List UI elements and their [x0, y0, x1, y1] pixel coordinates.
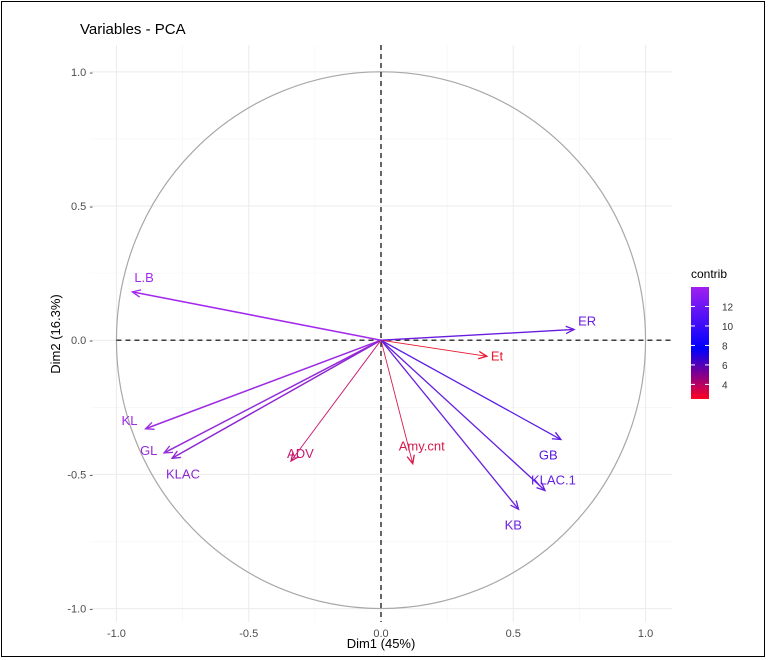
arrow-head-L.B	[130, 289, 142, 298]
variable-label-KL: KL	[122, 413, 138, 428]
variable-label-L.B: L.B	[134, 270, 154, 285]
arrow-shaft-ADV	[290, 339, 382, 462]
arrow-head-Amy.cnt	[406, 454, 415, 466]
legend-tick-label: 10	[722, 322, 734, 333]
arrow-head-Et	[477, 350, 489, 360]
legend-tick-label: 4	[722, 380, 728, 391]
arrow-head-ADV	[290, 452, 300, 463]
y-tick-label: 1.0 -	[71, 67, 93, 79]
reference-lines-layer	[116, 45, 672, 622]
x-tick-label: -1.0	[107, 628, 126, 640]
arrow-head-GL	[162, 445, 174, 454]
y-tick-label: -1.0 -	[67, 604, 93, 616]
arrow-head-KLAC.1	[536, 481, 547, 492]
arrow-shaft-KLAC	[171, 339, 382, 459]
legend-ticks: 4 6 8 10 12	[691, 302, 734, 391]
variable-label-GB: GB	[539, 448, 558, 463]
variable-label-ADV: ADV	[287, 446, 314, 461]
arrow-shaft-L.B	[132, 291, 382, 341]
arrow-head-GB	[551, 431, 563, 441]
arrow-shaft-KLAC.1	[380, 339, 546, 491]
arrow-shaft-GB	[380, 339, 562, 441]
variable-arrows-layer	[130, 289, 576, 511]
legend-tick-label: 6	[722, 361, 728, 372]
y-axis-title: Dim2 (16.3%)	[48, 294, 63, 373]
arrow-head-KLAC	[170, 450, 182, 460]
legend-title: contrib	[691, 267, 727, 281]
arrow-head-KL	[144, 421, 155, 430]
variable-label-KB: KB	[505, 517, 522, 532]
contrib-legend: contrib 4 6 8 10 12	[691, 267, 734, 399]
variable-label-Et: Et	[491, 348, 504, 363]
arrow-head-ER	[565, 325, 576, 335]
legend-tick-label: 12	[722, 302, 734, 313]
arrow-shaft-Et	[380, 339, 487, 357]
x-tick-label: -0.5	[239, 628, 258, 640]
y-tick-label: 0.0 -	[71, 335, 93, 347]
x-tick-label: 0.5	[506, 628, 521, 640]
chart-title: Variables - PCA	[80, 21, 186, 38]
arrow-shaft-KL	[145, 339, 382, 430]
arrow-shaft-KB	[380, 339, 520, 510]
x-axis-title: Dim1 (45%)	[347, 636, 416, 651]
variable-label-KLAC.1: KLAC.1	[531, 472, 576, 487]
legend-tick-label: 8	[722, 341, 728, 352]
variable-label-GL: GL	[140, 443, 157, 458]
x-tick-label: 0.0	[373, 628, 388, 640]
arrow-shaft-Amy.cnt	[380, 340, 414, 464]
arrow-shaft-ER	[380, 328, 575, 341]
x-tick-label: 1.0	[638, 628, 653, 640]
variable-label-Amy.cnt: Amy.cnt	[399, 439, 445, 454]
arrow-head-KB	[510, 500, 520, 511]
legend-color-bar	[691, 287, 709, 399]
arrow-shaft-GL	[163, 339, 382, 454]
y-tick-label: -0.5 -	[67, 469, 93, 481]
variable-label-KLAC: KLAC	[166, 466, 200, 481]
y-tick-label: 0.5 -	[71, 201, 93, 213]
variable-label-ER: ER	[578, 313, 596, 328]
tick-labels-layer: -1.0 -0.5 0.0 0.5 1.0 -1.0 - -0.5 - 0.0 - 0.5 - 1…	[67, 67, 653, 640]
